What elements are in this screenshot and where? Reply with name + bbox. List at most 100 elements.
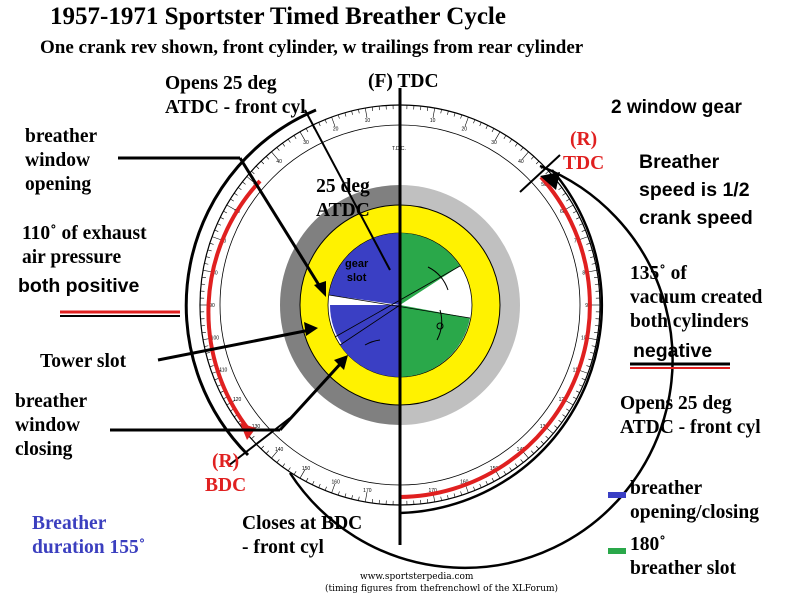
degree-tick	[217, 384, 222, 387]
degree-tick	[205, 352, 210, 354]
degree-tick	[260, 445, 265, 450]
degree-tick	[331, 116, 336, 127]
rotation-arrow-blue	[364, 339, 381, 346]
degree-tick	[479, 122, 482, 127]
degree-tick	[271, 450, 279, 459]
label-both-positive: both positive	[18, 275, 140, 297]
pointer-arrowhead	[314, 281, 326, 297]
label-opens-right: Opens 25 deg ATDC - front cyl	[620, 393, 761, 438]
degree-tick	[591, 345, 596, 347]
label-negative: negative	[633, 340, 713, 362]
degree-tick	[305, 128, 309, 133]
degree-tick	[214, 229, 219, 232]
degree-tick	[201, 276, 206, 279]
degree-tick	[473, 486, 476, 491]
label-gear-slot: gear slot	[345, 258, 369, 284]
degree-tick-numbers: 170 160 150 140 130 120 110 100 90 80 70 60 50 40 30 20…	[209, 118, 591, 494]
degree-tick	[276, 459, 280, 463]
degree-tick-number: 120	[233, 397, 242, 403]
degree-tick	[576, 390, 580, 393]
red-cycle-arc-right	[399, 175, 592, 499]
green-slot-sector-lower	[400, 305, 470, 377]
degree-tick	[562, 414, 566, 418]
black-cycle-arc-left	[184, 108, 317, 457]
degree-tick	[209, 242, 214, 245]
degree-tick	[479, 483, 482, 488]
degree-tick	[503, 471, 507, 475]
green-slot-sector-upper	[400, 233, 460, 305]
degree-tick	[509, 467, 513, 471]
page-title: 1957-1971 Sportster Timed Breather Cycle	[50, 3, 506, 30]
degree-tick	[207, 358, 212, 361]
degree-tick	[572, 210, 577, 214]
degree-tick	[566, 408, 570, 412]
degree-tick	[566, 198, 570, 202]
degree-tick	[485, 125, 488, 129]
degree-tick-number: 50	[541, 182, 547, 188]
degree-tick-number: 20	[333, 126, 339, 132]
pivot-marker	[436, 322, 444, 330]
degree-tick	[344, 493, 347, 498]
legend-swatch-green	[608, 548, 626, 554]
label-25deg-atdc: 25 deg ATDC	[316, 176, 370, 221]
pointer-arrowhead	[334, 355, 348, 370]
degree-tick	[540, 440, 545, 445]
legend-item-breather-opening-closing: breather opening/closing	[630, 478, 759, 523]
label-breather-window-opening: breather window opening	[25, 126, 98, 195]
degree-tick	[230, 198, 234, 202]
degree-tick-number: 160	[332, 480, 341, 486]
degree-tick-number: 160	[460, 480, 469, 486]
degree-tick	[324, 486, 327, 491]
degree-tick	[201, 331, 206, 334]
degree-tick	[432, 107, 436, 118]
degree-tick	[211, 236, 222, 241]
legend-item-breather-slot: 180˚ breather slot	[630, 534, 736, 579]
degree-tick	[581, 229, 586, 232]
degree-tick	[255, 165, 260, 170]
pointer-opens-top	[304, 109, 391, 271]
degree-tick-number: 110	[219, 367, 227, 373]
degree-tick-number: 30	[303, 140, 309, 146]
degree-tick	[223, 210, 228, 214]
degree-tick	[318, 483, 321, 488]
label-f-tdc: (F) TDC	[368, 71, 439, 92]
degree-tick	[426, 499, 429, 504]
degree-tick	[545, 435, 549, 440]
degree-tick-number: 140	[275, 447, 284, 453]
pointer-breather-window-opening	[238, 157, 324, 291]
pointer-arrowhead	[304, 322, 318, 336]
degree-tick	[226, 204, 236, 211]
label-exhaust-pressure: 110˚ of exhaust air pressure	[22, 223, 147, 268]
degree-tick	[440, 109, 442, 114]
degree-tick	[576, 217, 580, 220]
degree-tick-number: 130	[252, 424, 261, 430]
degree-tick	[491, 128, 495, 133]
degree-tick	[535, 160, 540, 165]
degree-tick	[287, 467, 291, 471]
degree-tick	[447, 495, 449, 500]
degree-tick	[485, 481, 488, 485]
label-breather-window-closing: breather window closing	[15, 391, 88, 460]
degree-tick	[265, 156, 270, 160]
degree-tick	[535, 445, 540, 450]
degree-tick	[591, 263, 596, 265]
degree-tick	[460, 114, 463, 119]
degree-tick	[337, 491, 340, 496]
degree-tick-number: 30	[491, 140, 497, 146]
degree-tick	[242, 181, 246, 185]
degree-tick-number: 150	[302, 466, 311, 472]
label-two-window-gear: 2 window gear	[611, 97, 742, 118]
degree-tick	[331, 483, 336, 494]
tower-slot-sector	[330, 305, 400, 347]
degree-tick	[453, 493, 456, 498]
degree-tick	[521, 151, 529, 160]
label-closes-bdc: Closes at BDC - front cyl	[242, 513, 363, 558]
gear-divider	[339, 304, 401, 346]
red-arrowhead-tdc	[540, 172, 560, 190]
degree-tick	[287, 139, 291, 143]
degree-tick	[344, 112, 347, 117]
degree-tick	[509, 139, 513, 143]
degree-tick	[364, 492, 368, 503]
label-tdc-scale: T.D.C.	[392, 146, 406, 152]
degree-tick-number: 60	[560, 209, 566, 215]
